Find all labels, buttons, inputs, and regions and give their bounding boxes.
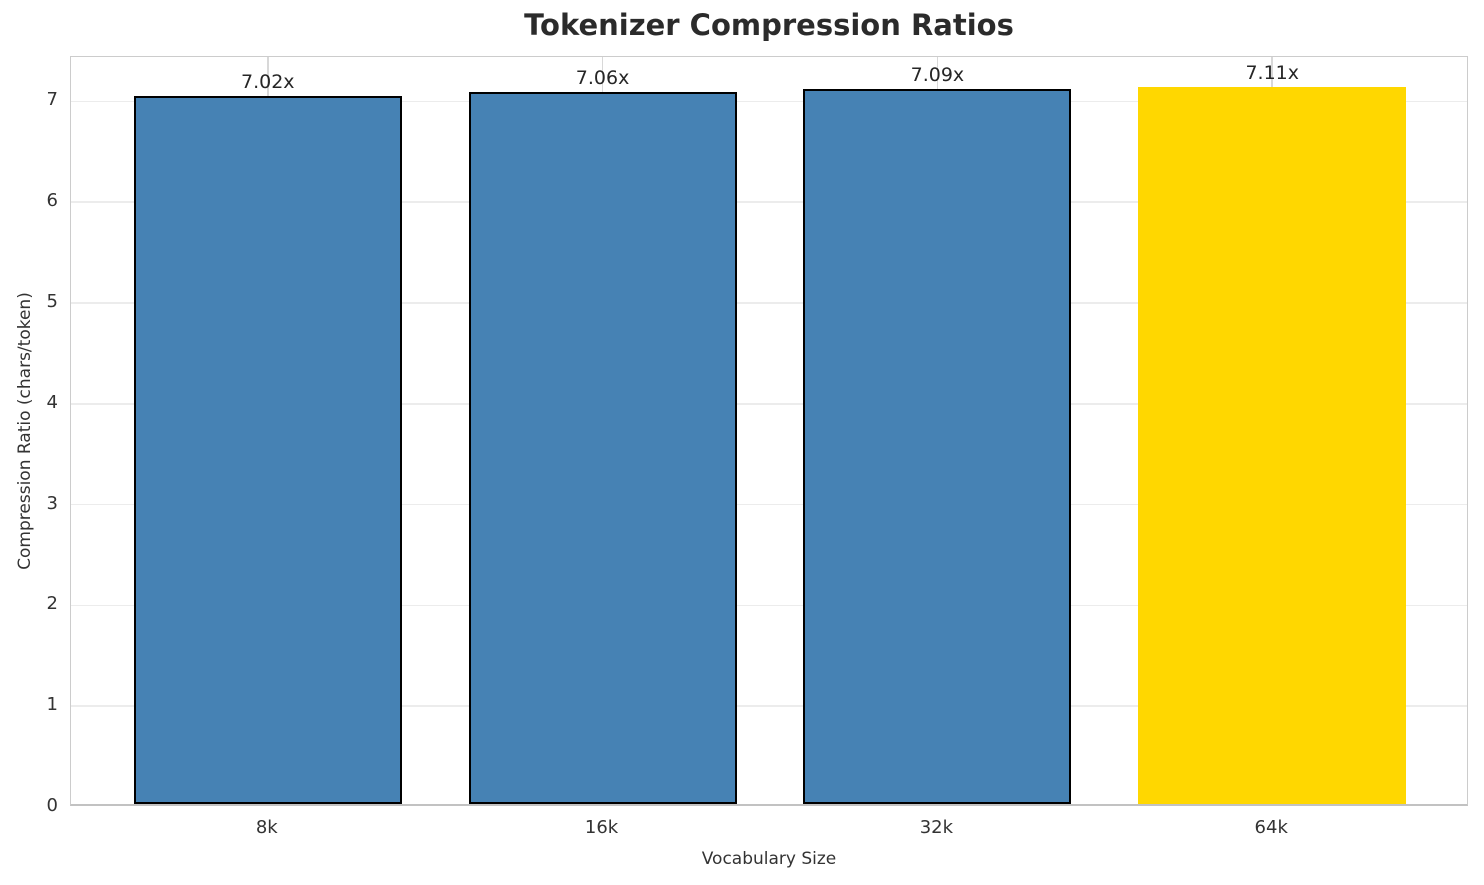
gridline-horizontal: [71, 100, 1467, 103]
x-tick-label: 32k: [919, 817, 954, 838]
plot-area: 7.02x 7.06x 7.09x 7.11x: [70, 56, 1468, 806]
y-axis-label-wrap: Compression Ratio (chars/token): [6, 56, 44, 806]
y-tick-label: 3: [46, 492, 58, 514]
bar: [133, 96, 402, 804]
gridline-horizontal: [71, 503, 1467, 506]
bar: [803, 89, 1072, 804]
y-tick-label: 2: [46, 593, 58, 615]
bar-value-label: 7.11x: [1245, 62, 1299, 85]
bar: [468, 92, 737, 804]
x-tick-label: 64k: [1254, 817, 1288, 838]
y-tick-label: 0: [46, 795, 58, 816]
y-tick-label: 1: [46, 694, 58, 716]
gridline-horizontal: [71, 604, 1467, 607]
y-tick-label: 6: [46, 190, 58, 212]
y-tick-label: 7: [46, 89, 58, 111]
chart-title: Tokenizer Compression Ratios: [524, 8, 1014, 42]
gridline-horizontal: [71, 302, 1467, 304]
bar-value-label: 7.02x: [240, 71, 295, 94]
gridline-horizontal: [71, 403, 1467, 405]
x-tick-label: 16k: [584, 817, 619, 838]
bar: [1138, 87, 1407, 804]
x-tick-label: 8k: [255, 817, 278, 838]
gridline-horizontal: [71, 705, 1467, 707]
y-axis-label: Compression Ratio (chars/token): [15, 292, 35, 570]
bar-value-label: 7.09x: [910, 64, 965, 87]
gridline-horizontal: [71, 201, 1467, 203]
bar-value-label: 7.06x: [575, 67, 630, 90]
y-tick-label: 5: [46, 290, 58, 312]
x-axis-label: Vocabulary Size: [701, 849, 837, 869]
y-tick-label: 4: [46, 391, 58, 413]
